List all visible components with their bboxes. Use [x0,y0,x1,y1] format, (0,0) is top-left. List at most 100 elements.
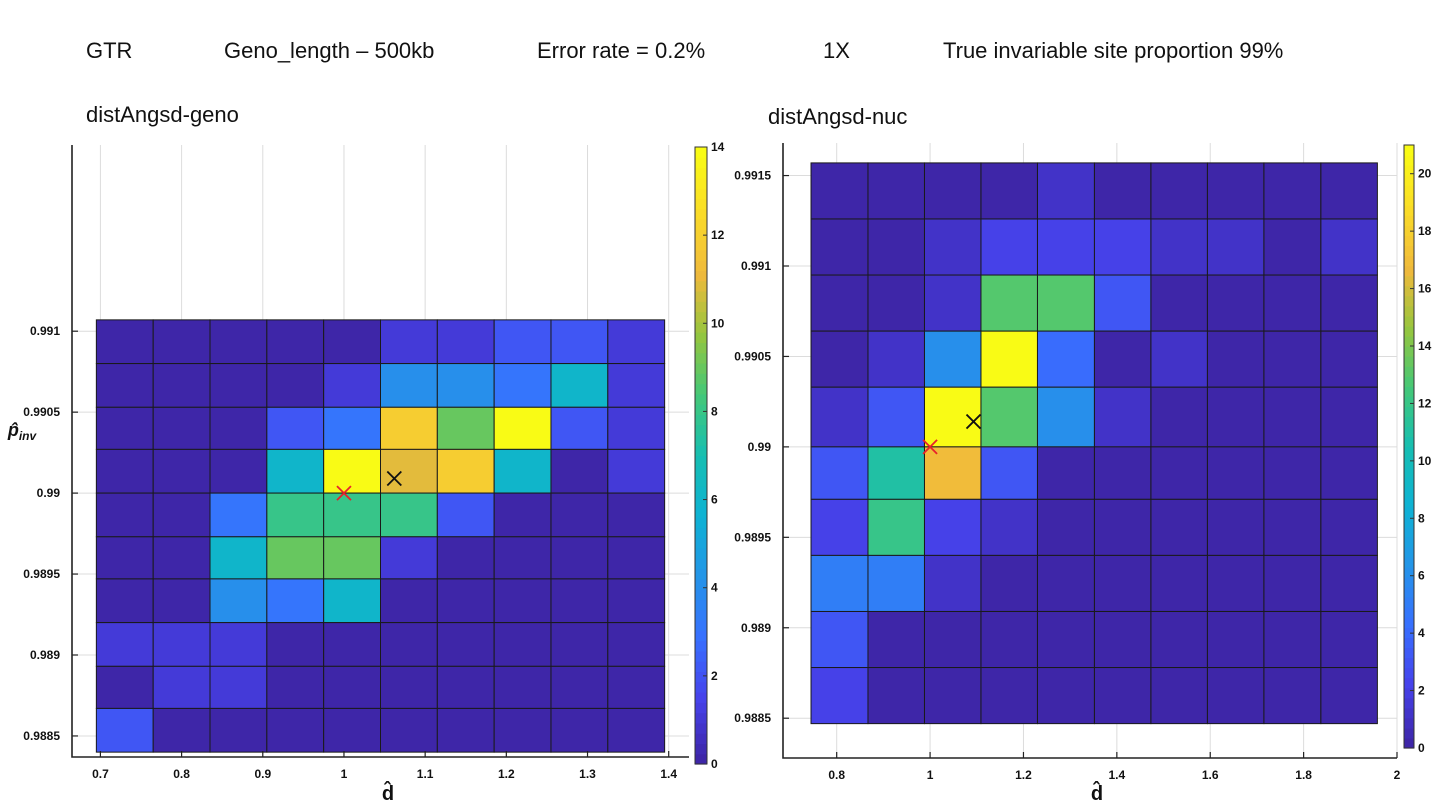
heatmap-cell [436,406,495,450]
heatmap-cell [550,363,609,408]
heatmap-cell [380,578,438,624]
heatmap-cell [550,536,609,580]
heatmap-cell [95,319,154,365]
heatmap-cell [209,319,268,365]
heatmap-cell [1150,218,1208,276]
colorbar-tick-label: 12 [711,228,725,242]
heatmap-cell [436,363,495,408]
heatmap-cell [980,446,1038,500]
heatmap-cell [810,218,869,276]
heatmap-cell [380,622,438,667]
heatmap-cell [810,667,869,725]
heatmap-cell [266,363,325,408]
heatmap-cell [550,578,609,624]
heatmap-cell [95,448,154,494]
heatmap-cell [493,492,552,538]
heatmap-cell [1263,610,1322,669]
axis-lines [782,143,1397,759]
heatmap-panel-geno: 0.7 0.8 0.9 1 1.1 1.2 1.3 1.4 0.9885 0.989 0.9895 0… [7,140,725,805]
heatmap-cell [1206,162,1265,220]
chart-title-nuc: distAngsd-nuc [768,104,908,129]
heatmap-cell [152,448,211,494]
heatmap-cell [95,536,154,580]
heatmap-cell [209,363,268,408]
heatmap-cell [493,622,552,667]
heatmap-cell [867,610,925,669]
heatmap-cell [1150,554,1208,612]
heatmap-cell [810,386,869,448]
heatmap-cell [1263,446,1322,500]
y-axis-label: p̂inv [7,420,38,443]
heatmap-cell [1320,162,1378,220]
heatmap-cell [1150,446,1208,500]
heatmap-cell [867,498,925,556]
heatmap-cell [323,622,381,667]
heatmap-cell [493,448,552,494]
x-tick-label: 0.9 [254,767,271,781]
heatmap-cell [1093,386,1152,448]
heatmap-cell [266,665,325,709]
heatmap-cell [266,319,325,365]
heatmap-cell [436,578,495,624]
x-axis-label: d̂ [382,780,394,805]
heatmap-cell [1263,554,1322,612]
heatmap-cell [436,665,495,709]
heatmap-cell [380,707,438,753]
colorbar-tick-label: 6 [711,493,718,507]
heatmap-cell [1206,386,1265,448]
heatmap-cell [209,578,268,624]
heatmap-cell [1206,330,1265,388]
heatmap-cell [810,446,869,500]
heatmap-cell [1263,274,1322,332]
y-tick-label: 0.9905 [734,349,771,363]
heatmap-cell [923,446,982,500]
heatmap-cell [923,330,982,388]
heatmap-cell [266,536,325,580]
heatmap-cell [323,406,381,450]
heatmap-cell [1036,554,1095,612]
heatmap-cell [607,448,666,494]
heatmap-cell [867,446,925,500]
estimate-marker [386,470,402,487]
heatmap-cell [980,162,1038,220]
heatmap-cell [1263,218,1322,276]
heatmap-cell [550,622,609,667]
colorbar-tick-label: 4 [1418,626,1425,640]
heatmap-cell [980,330,1038,388]
heatmap-cell [1206,498,1265,556]
heatmap-cell [550,406,609,450]
x-tick-label: 0.8 [828,768,845,782]
x-tick-label: 1.8 [1295,768,1312,782]
heatmap-cell [607,492,666,538]
heatmap-cell [810,498,869,556]
heatmap-cell [493,707,552,753]
heatmap-cell [95,492,154,538]
heatmap-cell [923,162,982,220]
heatmap-cell [323,665,381,709]
x-tick-label: 1.2 [498,767,515,781]
heatmap-cell [1036,446,1095,500]
heatmap-cell [152,622,211,667]
heatmap-cell [152,492,211,538]
heatmap-cell [607,363,666,408]
true-value-marker [336,485,352,501]
heatmap-cell [1093,610,1152,669]
colorbar-tick-label: 12 [1418,396,1432,410]
heatmap-cell [266,578,325,624]
colorbar: 0 2 4 6 8 10 12 14 [694,140,725,771]
x-axis-label: d̂ [1091,780,1103,805]
header-error-rate: Error rate = 0.2% [537,38,706,63]
heatmap-cell [980,274,1038,332]
heatmap-cell [1206,610,1265,669]
heatmap-cell [323,319,381,365]
colorbar-tick-label: 10 [711,316,725,330]
heatmap-cell [607,665,666,709]
heatmap-cell [323,363,381,408]
heatmap-cell [95,406,154,450]
heatmap-cell [867,162,925,220]
heatmap-cell [1150,610,1208,669]
y-tick-label: 0.989 [741,621,771,635]
heatmap-cell [95,622,154,667]
heatmap-cell [1093,667,1152,725]
heatmap-cell [923,274,982,332]
